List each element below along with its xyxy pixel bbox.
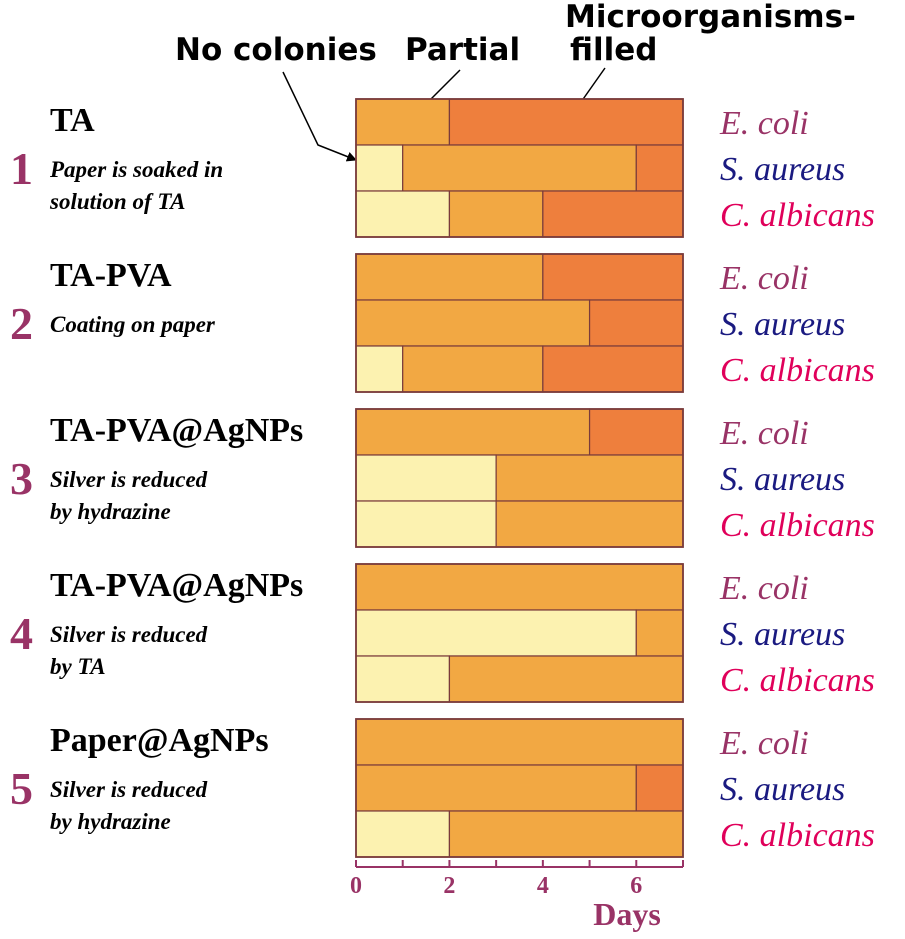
organism-label: E. coli: [719, 260, 809, 297]
bar-segment-no-colonies: [355, 144, 404, 192]
group-number: 1: [10, 143, 33, 194]
bar-segment-partial: [355, 253, 544, 301]
x-tick-label: 0: [350, 873, 362, 899]
bar-segment-filled: [588, 408, 684, 456]
group-name: TA-PVA: [50, 257, 172, 294]
group-name: Paper@AgNPs: [50, 722, 269, 759]
organism-label: C. albicans: [720, 352, 875, 389]
group-frame: [355, 718, 684, 858]
group-description: Coating on paper: [50, 312, 216, 337]
group-number: 3: [10, 453, 33, 504]
group-number: 4: [10, 608, 33, 659]
organism-label: C. albicans: [720, 662, 875, 699]
group-description: Paper is soaked in: [49, 157, 223, 182]
bar-segment-partial: [355, 563, 684, 611]
bar-segment-no-colonies: [355, 609, 637, 657]
legend-filled-label-line1: Microorganisms-: [565, 0, 856, 35]
bar-segment-no-colonies: [355, 345, 404, 393]
bar-segment-no-colonies: [355, 454, 497, 502]
group-description: Silver is reduced: [50, 622, 208, 647]
x-tick-label: 4: [537, 873, 549, 899]
x-tick-label: 6: [630, 873, 642, 899]
group-description: solution of TA: [49, 189, 185, 214]
group-description: by TA: [50, 654, 106, 679]
bar-segment-partial: [495, 454, 684, 502]
legend-no-colonies-label: No colonies: [175, 32, 377, 68]
organism-label: S. aureus: [720, 461, 845, 498]
bar-segment-partial: [448, 190, 544, 238]
bar-segment-no-colonies: [355, 190, 451, 238]
organism-label: E. coli: [719, 415, 809, 452]
organism-label: C. albicans: [720, 507, 875, 544]
bar-segment-filled: [542, 253, 684, 301]
bar-segment-filled: [635, 144, 684, 192]
bar-segment-partial: [355, 299, 591, 347]
organism-label: S. aureus: [720, 151, 845, 188]
bar-segment-partial: [495, 500, 684, 548]
group-name: TA-PVA@AgNPs: [50, 567, 303, 604]
organism-label: S. aureus: [720, 616, 845, 653]
bar-segment-filled: [542, 345, 684, 393]
bar-segment-partial: [402, 345, 544, 393]
organism-label: C. albicans: [720, 817, 875, 854]
group-frame: [355, 563, 684, 703]
x-tick-label: 2: [443, 873, 455, 899]
group-description: by hydrazine: [50, 499, 171, 524]
group-frame: [355, 408, 684, 548]
organism-label: S. aureus: [720, 306, 845, 343]
x-axis-label: Days: [593, 896, 661, 932]
group-description: by hydrazine: [50, 809, 171, 834]
organism-label: S. aureus: [720, 771, 845, 808]
group-number: 2: [10, 298, 33, 349]
group-description: Silver is reduced: [50, 467, 208, 492]
group-frame: [355, 98, 684, 238]
organism-label: C. albicans: [720, 197, 875, 234]
bar-segment-no-colonies: [355, 500, 497, 548]
bar-segment-partial: [355, 764, 637, 812]
organism-label: E. coli: [719, 570, 809, 607]
legend-filled-label-line2: filled: [570, 32, 657, 68]
bar-segment-filled: [635, 764, 684, 812]
bar-segment-partial: [355, 718, 684, 766]
bar-segment-partial: [635, 609, 684, 657]
organism-label: E. coli: [719, 725, 809, 762]
bar-segment-partial: [448, 655, 684, 703]
bar-segment-partial: [448, 810, 684, 858]
group-description: Silver is reduced: [50, 777, 208, 802]
bar-segment-filled: [448, 98, 684, 146]
organism-label: E. coli: [719, 105, 809, 142]
bar-segment-partial: [355, 98, 451, 146]
legend-no-colonies-arrow: [282, 71, 357, 162]
bar-segment-no-colonies: [355, 810, 451, 858]
group-name: TA: [50, 102, 95, 139]
group-frame: [355, 253, 684, 393]
group-name: TA-PVA@AgNPs: [50, 412, 303, 449]
group-number: 5: [10, 763, 33, 814]
bar-segment-no-colonies: [355, 655, 451, 703]
bar-segment-filled: [588, 299, 684, 347]
bar-segment-filled: [542, 190, 684, 238]
bar-segment-partial: [355, 408, 591, 456]
legend: No colonies Partial Microorganisms- fill…: [175, 0, 856, 162]
bar-segment-partial: [402, 144, 637, 192]
legend-partial-label: Partial: [405, 32, 520, 68]
